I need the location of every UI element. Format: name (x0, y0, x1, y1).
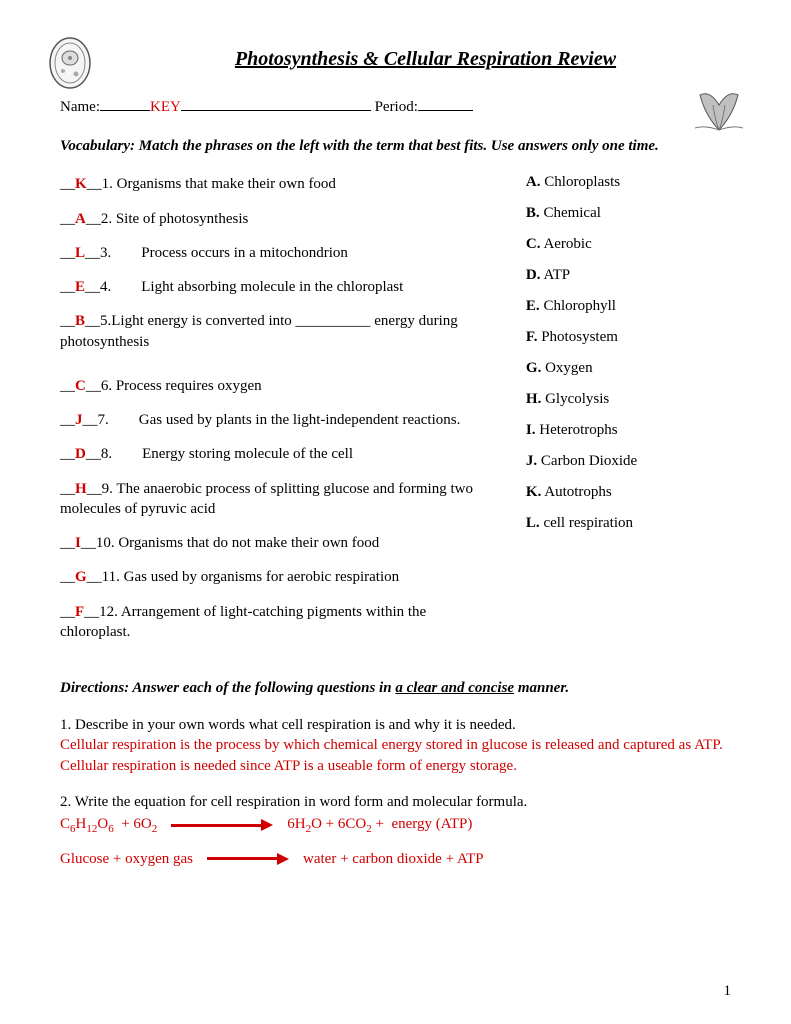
matching-section: __K__1. Organisms that make their own fo… (60, 174, 731, 656)
option-l: L. cell respiration (526, 515, 731, 532)
option-i: I. Heterotrophs (526, 422, 731, 439)
question-12: __F__12. Arrangement of light-catching p… (60, 602, 486, 643)
directions-heading: Directions: Answer each of the following… (60, 680, 731, 697)
question-2: __A__2. Site of photosynthesis (60, 209, 486, 229)
question-answer-1: 1. Describe in your own words what cell … (60, 715, 731, 776)
option-h: H. Glycolysis (526, 391, 731, 408)
eq1-products: 6H2O + 6CO2 + energy (ATP) (287, 814, 472, 837)
question-11: __G__11. Gas used by organisms for aerob… (60, 567, 486, 587)
question-5: __B__5.Light energy is converted into __… (60, 311, 486, 352)
name-period-line: Name: KEY Period: (60, 99, 731, 116)
name-label: Name: (60, 99, 100, 115)
page-number: 1 (724, 983, 732, 1000)
options-column: A. Chloroplasts B. Chemical C. Aerobic D… (526, 174, 731, 656)
vocabulary-instructions: Vocabulary: Match the phrases on the lef… (60, 136, 731, 156)
q1-prompt: 1. Describe in your own words what cell … (60, 715, 731, 735)
eq2-reactants: Glucose + oxygen gas (60, 849, 193, 869)
question-4: __E__4. Light absorbing molecule in the … (60, 277, 486, 297)
worksheet-page: Photosynthesis & Cellular Respiration Re… (0, 0, 791, 1024)
option-g: G. Oxygen (526, 360, 731, 377)
word-equation: Glucose + oxygen gas water + carbon diox… (60, 849, 731, 869)
arrow-icon (207, 853, 289, 865)
question-9: __H__9. The anaerobic process of splitti… (60, 479, 486, 520)
arrow-icon (171, 819, 273, 831)
option-d: D. ATP (526, 267, 731, 284)
questions-column: __K__1. Organisms that make their own fo… (60, 174, 486, 656)
question-7: __J__7. Gas used by plants in the light-… (60, 410, 486, 430)
page-title: Photosynthesis & Cellular Respiration Re… (120, 48, 731, 71)
question-6: __C__6. Process requires oxygen (60, 376, 486, 396)
period-label: Period: (375, 99, 418, 115)
molecular-equation: C6H12O6 + 6O2 6H2O + 6CO2 + energy (ATP) (60, 814, 731, 837)
question-8: __D__8. Energy storing molecule of the c… (60, 444, 486, 464)
option-k: K. Autotrophs (526, 484, 731, 501)
q2-prompt: 2. Write the equation for cell respirati… (60, 792, 731, 812)
option-a: A. Chloroplasts (526, 174, 731, 191)
option-f: F. Photosystem (526, 329, 731, 346)
question-3: __L__3. Process occurs in a mitochondrio… (60, 243, 486, 263)
question-1: __K__1. Organisms that make their own fo… (60, 174, 486, 194)
eq1-reactants: C6H12O6 + 6O2 (60, 814, 157, 837)
question-answer-2: 2. Write the equation for cell respirati… (60, 792, 731, 869)
option-j: J. Carbon Dioxide (526, 453, 731, 470)
plant-leaf-icon (685, 70, 753, 138)
option-e: E. Chlorophyll (526, 298, 731, 315)
q1-answer: Cellular respiration is the process by w… (60, 735, 731, 776)
option-c: C. Aerobic (526, 236, 731, 253)
option-b: B. Chemical (526, 205, 731, 222)
question-10: __I__10. Organisms that do not make thei… (60, 533, 486, 553)
answer-key-text: KEY (150, 99, 181, 115)
eq2-products: water + carbon dioxide + ATP (303, 849, 484, 869)
cell-diagram-icon (48, 36, 92, 90)
